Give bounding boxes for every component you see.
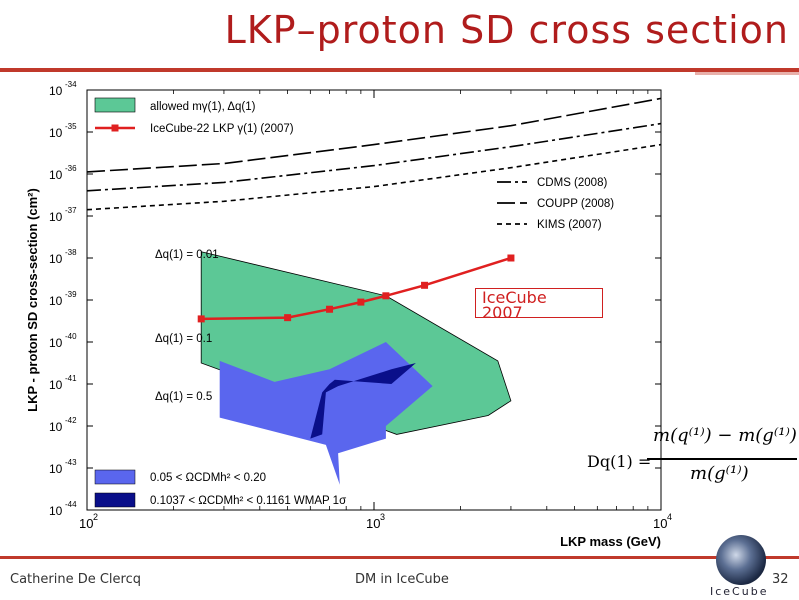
icecube-point (357, 298, 365, 306)
y-tick-label: 10 (49, 126, 63, 140)
icecube-point (382, 292, 390, 300)
band-2 (310, 363, 416, 439)
series-line-dashdot (86, 122, 662, 192)
y-tick-exponent: -36 (65, 164, 77, 173)
icecube-point (507, 254, 515, 262)
y-tick-exponent: -43 (65, 458, 77, 467)
delta-label-1: Δq(1) = 0.1 (155, 333, 212, 345)
icecube-point (197, 315, 205, 323)
y-axis-label: LKP - proton SD cross-section (cm²) (25, 188, 40, 412)
icecube-annotation-box: IceCube 2007 (475, 288, 603, 322)
x-tick-label: 10 (653, 516, 667, 531)
series-line-longdash (86, 97, 662, 173)
legend-swatch-relic-1 (94, 492, 136, 508)
footer-rule (0, 556, 799, 559)
formula-denominator: m(g⁽¹⁾) (690, 463, 749, 484)
y-tick-exponent: -44 (65, 500, 77, 509)
y-tick-exponent: -39 (65, 290, 77, 299)
footer-talk-title: DM in IceCube (355, 572, 449, 587)
legend-label-dash: KIMS (2007) (537, 219, 602, 231)
cross-section-chart: 10-3410-3510-3610-3710-3810-3910-4010-41… (25, 80, 672, 549)
title-rule-accent (695, 72, 799, 75)
icecube-logo-icon (716, 535, 766, 585)
x-tick-label: 10 (79, 516, 93, 531)
formula-fraction-bar (647, 458, 797, 460)
y-tick-label: 10 (49, 336, 63, 350)
slide-number: 32 (772, 572, 789, 587)
legend-swatch-relic-0 (94, 469, 136, 485)
y-tick-exponent: -35 (65, 122, 77, 131)
delta-q-formula: Dq(1) = m(q⁽¹⁾) − m(g⁽¹⁾) m(g⁽¹⁾) (587, 425, 797, 495)
y-tick-label: 10 (49, 378, 63, 392)
y-tick-label: 10 (49, 420, 63, 434)
y-tick-exponent: -37 (65, 206, 77, 215)
footer-author: Catherine De Clercq (10, 572, 141, 587)
legend-label-relic-1: 0.1037 < ΩCDMh² < 0.1161 WMAP 1σ (150, 495, 346, 507)
y-tick-label: 10 (49, 294, 63, 308)
x-tick-exponent: 3 (380, 512, 385, 522)
legend-swatch-allowed (94, 97, 136, 113)
icecube-point (421, 281, 429, 289)
y-tick-exponent: -40 (65, 332, 77, 341)
slide-title: LKP–proton SD cross section (224, 8, 789, 52)
y-tick-exponent: -34 (65, 80, 77, 89)
legend-label-allowed: allowed mγ(1), Δq(1) (150, 101, 256, 113)
legend-label-icecube: IceCube-22 LKP γ(1) (2007) (150, 123, 294, 135)
y-tick-label: 10 (49, 84, 63, 98)
legend-label-dashdot: CDMS (2008) (537, 177, 607, 189)
y-tick-exponent: -38 (65, 248, 77, 257)
x-tick-exponent: 4 (667, 512, 672, 522)
delta-label-2: Δq(1) = 0.5 (155, 391, 212, 403)
legend-label-relic-0: 0.05 < ΩCDMh² < 0.20 (150, 472, 266, 484)
y-tick-label: 10 (49, 504, 63, 518)
delta-label-0: Δq(1) = 0.01 (155, 249, 219, 261)
icecube-annotation-line2: 2007 (482, 303, 523, 322)
y-tick-label: 10 (49, 462, 63, 476)
formula-lhs: Dq(1) = (587, 452, 652, 471)
y-tick-exponent: -42 (65, 416, 77, 425)
title-rule (0, 68, 799, 72)
logo-text: IceCube (710, 585, 769, 598)
y-tick-exponent: -41 (65, 374, 77, 383)
x-tick-exponent: 2 (93, 512, 98, 522)
series-line-dash (86, 143, 662, 211)
y-tick-label: 10 (49, 168, 63, 182)
legend-marker-icecube (111, 124, 119, 132)
y-tick-label: 10 (49, 210, 63, 224)
formula-numerator: m(q⁽¹⁾) − m(g⁽¹⁾) (653, 425, 797, 446)
icecube-point (326, 305, 334, 313)
x-axis-label: LKP mass (GeV) (560, 534, 661, 549)
icecube-point (284, 314, 292, 322)
icecube-annotation-line1: IceCube (482, 288, 547, 307)
y-tick-label: 10 (49, 252, 63, 266)
legend-label-longdash: COUPP (2008) (537, 198, 614, 210)
x-tick-label: 10 (366, 516, 380, 531)
